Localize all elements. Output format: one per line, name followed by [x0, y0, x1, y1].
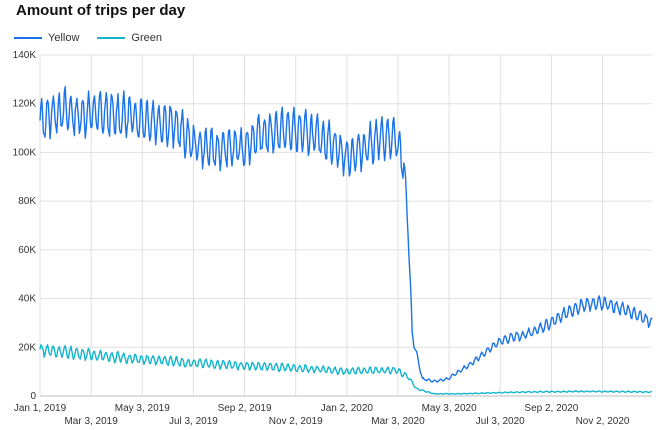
x-tick-label: Jul 3, 2019 — [169, 416, 218, 427]
x-tick-label: Mar 3, 2020 — [371, 416, 425, 427]
legend-swatch-yellow — [14, 37, 42, 39]
x-tick-label: Jan 2, 2020 — [321, 403, 374, 414]
legend-item-yellow[interactable]: Yellow — [14, 32, 79, 44]
y-tick-label: 120K — [13, 99, 37, 110]
y-tick-label: 100K — [13, 147, 37, 158]
x-tick-label: Sep 2, 2020 — [524, 403, 578, 414]
x-tick-label: May 3, 2020 — [422, 403, 477, 414]
x-tick-label: Jul 3, 2020 — [476, 416, 525, 427]
y-tick-label: 60K — [18, 245, 36, 256]
legend-label-yellow: Yellow — [48, 32, 80, 44]
y-tick-label: 20K — [18, 342, 36, 353]
y-tick-label: 80K — [18, 196, 36, 207]
x-tick-label: Jan 1, 2019 — [14, 403, 67, 414]
legend-label-green: Green — [131, 32, 162, 44]
x-tick-label: Nov 2, 2019 — [269, 416, 323, 427]
series-line-green — [39, 344, 652, 395]
chart-legend: Yellow Green — [14, 32, 162, 44]
legend-item-green[interactable]: Green — [97, 32, 162, 44]
y-tick-label: 0 — [30, 391, 36, 402]
legend-swatch-green — [97, 37, 126, 39]
x-tick-label: Mar 3, 2019 — [64, 416, 118, 427]
x-tick-label: Sep 2, 2019 — [218, 403, 272, 414]
x-tick-label: Nov 2, 2020 — [576, 416, 630, 427]
y-tick-label: 140K — [13, 50, 37, 61]
y-tick-label: 40K — [18, 294, 36, 305]
series-line-yellow — [39, 85, 653, 383]
chart-title: Amount of trips per day — [16, 2, 186, 19]
x-tick-label: May 3, 2019 — [115, 403, 170, 414]
